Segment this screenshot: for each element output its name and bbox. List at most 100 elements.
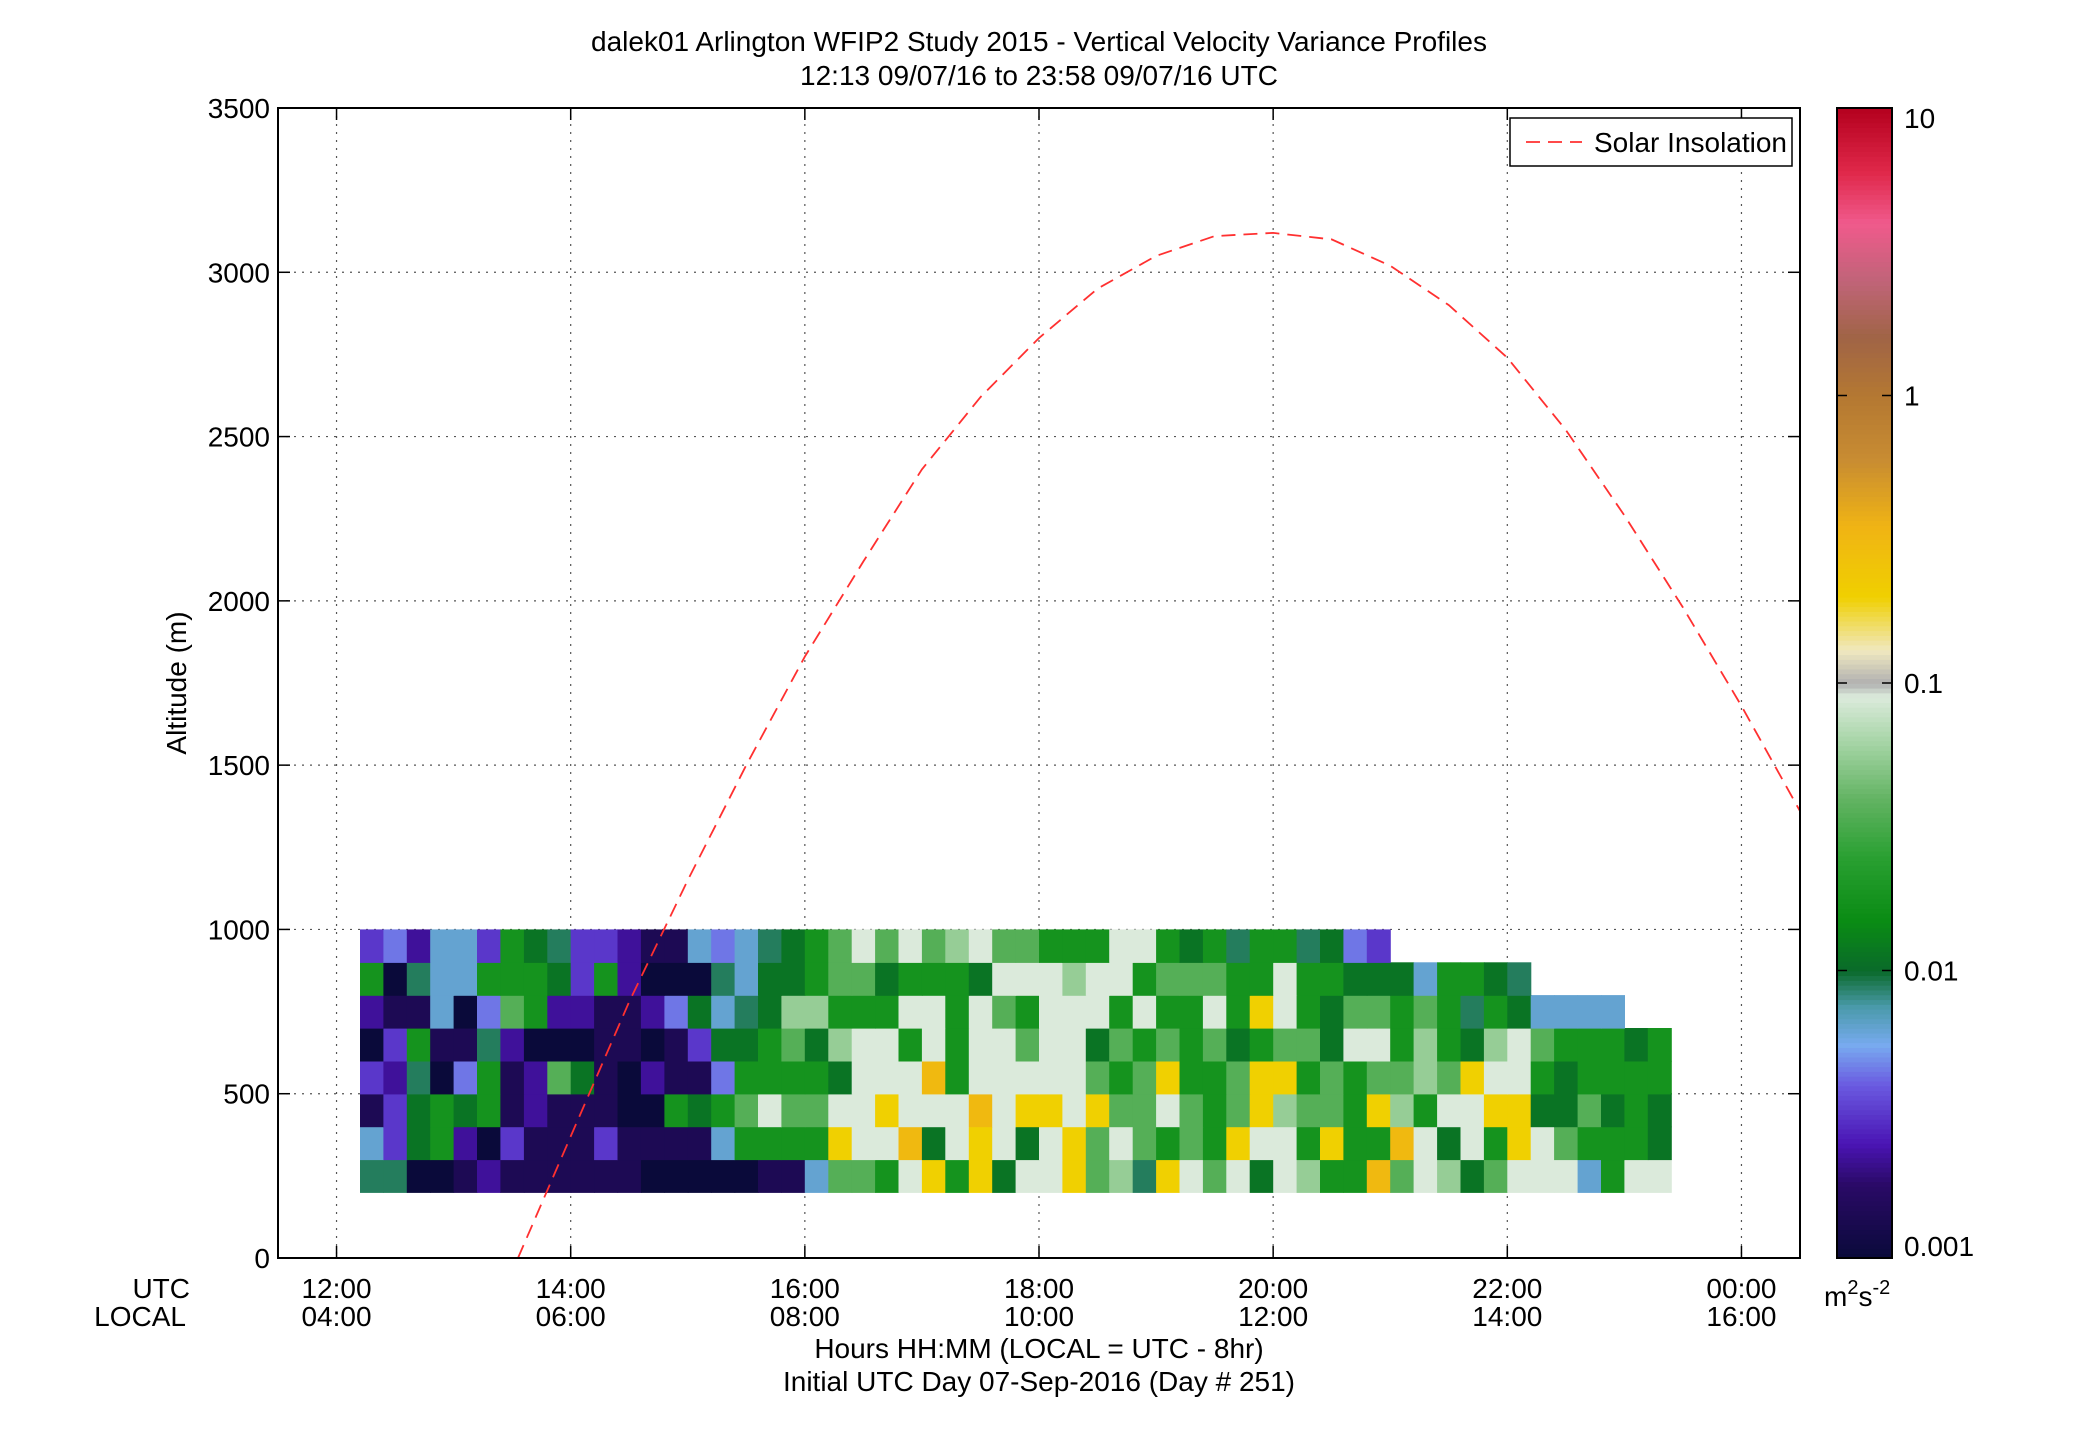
colorbar-strip bbox=[1837, 136, 1892, 143]
colorbar-strip bbox=[1837, 1080, 1892, 1087]
heatmap-cell bbox=[1437, 1028, 1462, 1062]
colorbar-strip bbox=[1837, 496, 1892, 502]
colorbar-unit: m2s-2 bbox=[1824, 1277, 1890, 1312]
colorbar-strip bbox=[1837, 419, 1892, 426]
heatmap-cell bbox=[617, 929, 642, 963]
heatmap-cell bbox=[664, 1126, 689, 1161]
colorbar-strip bbox=[1837, 491, 1892, 497]
heatmap-cell bbox=[968, 1028, 993, 1062]
heatmap-cell bbox=[453, 995, 478, 1029]
colorbar-strip bbox=[1837, 1205, 1892, 1211]
heatmap-cell bbox=[1647, 1060, 1672, 1095]
heatmap-cell bbox=[477, 995, 501, 1029]
heatmap-cell bbox=[1554, 1060, 1579, 1095]
colorbar-strip bbox=[1837, 812, 1892, 818]
heatmap-cell bbox=[1179, 995, 1204, 1029]
heatmap-cell bbox=[594, 1159, 619, 1193]
heatmap-cell bbox=[1273, 1028, 1298, 1062]
heatmap-cell bbox=[898, 1093, 923, 1128]
colorbar-strip bbox=[1837, 889, 1892, 895]
heatmap-cell bbox=[1483, 962, 1508, 996]
colorbar-strip bbox=[1837, 141, 1892, 148]
colorbar-strip bbox=[1837, 975, 1892, 981]
heatmap-cell bbox=[734, 1126, 759, 1161]
colorbar-strip bbox=[1837, 730, 1892, 737]
heatmap-cell bbox=[1226, 995, 1251, 1029]
heatmap-cell bbox=[968, 1093, 993, 1128]
colorbar-strip bbox=[1837, 1138, 1892, 1144]
heatmap-cell bbox=[1624, 1028, 1649, 1062]
colorbar-strip bbox=[1837, 395, 1892, 402]
colorbar-strip bbox=[1837, 481, 1892, 488]
colorbar-strip bbox=[1837, 1047, 1892, 1053]
heatmap-cell bbox=[617, 1159, 642, 1193]
heatmap-cell bbox=[898, 1060, 923, 1095]
heatmap-cell bbox=[1296, 1159, 1321, 1193]
colorbar-strip bbox=[1837, 1238, 1892, 1245]
heatmap-cell bbox=[477, 962, 501, 996]
heatmap-cell bbox=[406, 1060, 431, 1095]
heatmap-cell bbox=[406, 929, 431, 963]
heatmap-cell bbox=[851, 1159, 876, 1193]
heatmap-cell bbox=[1179, 929, 1204, 963]
colorbar-strip bbox=[1837, 869, 1892, 876]
heatmap-cell bbox=[664, 1060, 689, 1095]
x-tick-label-local: 14:00 bbox=[1472, 1301, 1542, 1332]
colorbar-strip bbox=[1837, 1200, 1892, 1207]
colorbar-strip bbox=[1837, 750, 1892, 756]
colorbar-strip bbox=[1837, 874, 1892, 881]
colorbar-strip bbox=[1837, 323, 1892, 330]
colorbar-strip bbox=[1837, 587, 1892, 593]
colorbar-strip bbox=[1837, 1042, 1892, 1048]
heatmap-cell bbox=[1226, 929, 1251, 963]
heatmap-cell bbox=[1577, 1159, 1602, 1193]
colorbar-strip bbox=[1837, 246, 1892, 253]
heatmap-cell bbox=[1343, 1126, 1368, 1161]
heatmap-cell bbox=[1062, 1093, 1087, 1128]
heatmap-cell bbox=[570, 1126, 595, 1161]
heatmap-cell bbox=[1320, 1028, 1344, 1062]
colorbar-strip bbox=[1837, 1253, 1892, 1259]
colorbar-strip bbox=[1837, 778, 1892, 785]
heatmap-cell bbox=[758, 962, 782, 996]
heatmap-cell bbox=[711, 1159, 736, 1193]
heatmap-cell bbox=[804, 995, 829, 1029]
heatmap-cell bbox=[851, 995, 876, 1029]
colorbar-strip bbox=[1837, 606, 1892, 612]
heatmap-cell bbox=[500, 929, 525, 963]
heatmap-cell bbox=[945, 1093, 970, 1128]
colorbar-strip bbox=[1837, 1152, 1892, 1159]
y-axis-label: Altitude (m) bbox=[161, 611, 192, 754]
heatmap-cell bbox=[1413, 962, 1438, 996]
heatmap-cell bbox=[968, 929, 993, 963]
heatmap-cell bbox=[1226, 1159, 1251, 1193]
legend: Solar Insolation bbox=[1509, 117, 1793, 167]
colorbar-strip bbox=[1837, 582, 1892, 588]
heatmap-cell bbox=[1577, 1028, 1602, 1062]
heatmap-cell bbox=[477, 1028, 501, 1062]
heatmap-cell bbox=[687, 1093, 712, 1128]
heatmap-cell bbox=[711, 995, 736, 1029]
heatmap-cell bbox=[664, 1028, 689, 1062]
colorbar-strip bbox=[1837, 1013, 1892, 1020]
legend-entry-solar-insolation: Solar Insolation bbox=[1594, 127, 1787, 158]
heatmap-cell bbox=[1507, 1028, 1532, 1062]
heatmap-cell bbox=[1062, 962, 1087, 996]
heatmap-cell bbox=[1530, 1060, 1555, 1095]
colorbar-strip bbox=[1837, 845, 1892, 852]
heatmap-cell bbox=[453, 1159, 478, 1193]
heatmap-cell bbox=[1437, 962, 1462, 996]
heatmap-cell bbox=[1577, 1093, 1602, 1128]
colorbar-strip bbox=[1837, 865, 1892, 871]
heatmap-cell bbox=[406, 1028, 431, 1062]
heatmap-cell bbox=[992, 929, 1017, 963]
heatmap-cell bbox=[430, 1159, 455, 1193]
colorbar-strip bbox=[1837, 1109, 1892, 1116]
heatmap-cell bbox=[547, 1093, 572, 1128]
heatmap-cell bbox=[1296, 1060, 1321, 1095]
colorbar-strip bbox=[1837, 242, 1892, 248]
heatmap-cell bbox=[875, 929, 900, 963]
heatmap-cell bbox=[1343, 1060, 1368, 1095]
x-tick-label-utc: 16:00 bbox=[770, 1273, 840, 1304]
colorbar-strip bbox=[1837, 261, 1892, 267]
